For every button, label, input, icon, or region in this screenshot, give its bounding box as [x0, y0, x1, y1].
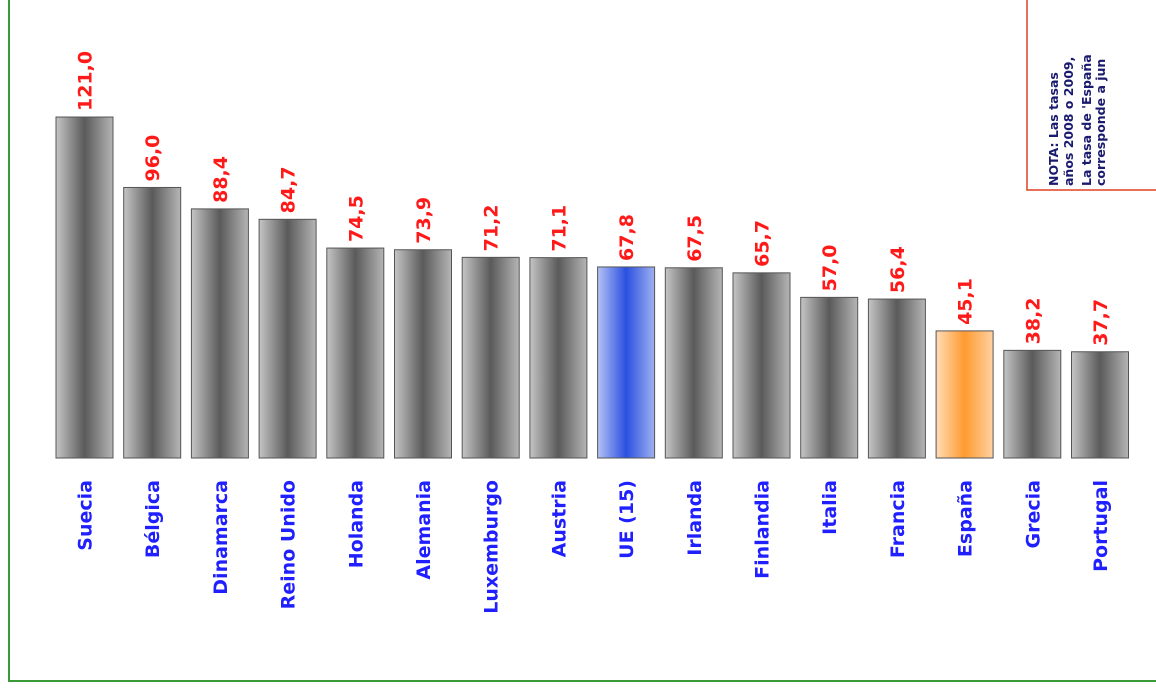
x-tick-label: Irlanda: [684, 480, 706, 556]
x-tick-label: Italia: [819, 480, 841, 535]
note-box: [1026, 0, 1156, 191]
x-tick-label: Luxemburgo: [481, 480, 503, 614]
value-label: 45,1: [955, 278, 977, 325]
value-label: 38,2: [1022, 297, 1044, 344]
value-label: 121,0: [75, 51, 97, 111]
x-tick-label: España: [955, 480, 977, 557]
bar: [461, 256, 520, 459]
x-tick-label: Bélgica: [142, 480, 164, 558]
bar: [732, 272, 791, 459]
x-tick-label: Grecia: [1022, 480, 1044, 548]
value-label: 73,9: [413, 197, 435, 244]
x-tick-label: UE (15): [616, 480, 638, 559]
value-label: 88,4: [210, 156, 232, 203]
value-label: 67,8: [616, 214, 638, 261]
value-label: 96,0: [142, 135, 164, 182]
x-tick-label: Reino Unido: [278, 480, 300, 609]
x-tick-label: Suecia: [75, 480, 97, 551]
bar: [55, 116, 114, 459]
bar: [326, 247, 385, 459]
value-label: 56,4: [887, 246, 909, 293]
bar: [258, 218, 317, 459]
note-text: NOTA: Las tasas: [1046, 72, 1061, 186]
bar: [935, 330, 994, 459]
note-text: corresponde a jun: [1093, 59, 1108, 186]
value-label: 65,7: [752, 220, 774, 267]
chart-border: [8, 0, 1156, 682]
note-text: años 2008 o 2009,: [1061, 57, 1076, 186]
value-label: 57,0: [819, 244, 841, 291]
bar: [597, 266, 656, 459]
x-tick-label: Austria: [548, 480, 570, 557]
bar: [800, 296, 859, 459]
value-label: 71,2: [481, 204, 503, 251]
x-tick-label: Holanda: [345, 480, 367, 568]
x-tick-label: Alemania: [413, 480, 435, 580]
note-text: La tasa de 'España: [1079, 54, 1094, 186]
bar: [867, 298, 926, 459]
bar: [664, 267, 723, 459]
bar: [529, 257, 588, 459]
bar: [1071, 351, 1129, 459]
x-tick-label: Dinamarca: [210, 480, 232, 595]
value-label: 71,1: [548, 205, 570, 252]
bar: [190, 208, 249, 459]
bar: [1003, 349, 1062, 459]
bar: [394, 249, 452, 459]
value-label: 37,7: [1090, 299, 1112, 346]
x-tick-label: Francia: [887, 480, 909, 558]
x-tick-label: Finlandia: [752, 480, 774, 579]
value-label: 67,5: [684, 215, 706, 262]
x-tick-label: Portugal: [1090, 480, 1112, 572]
value-label: 74,5: [345, 195, 367, 242]
value-label: 84,7: [278, 166, 300, 213]
bar: [123, 186, 182, 459]
